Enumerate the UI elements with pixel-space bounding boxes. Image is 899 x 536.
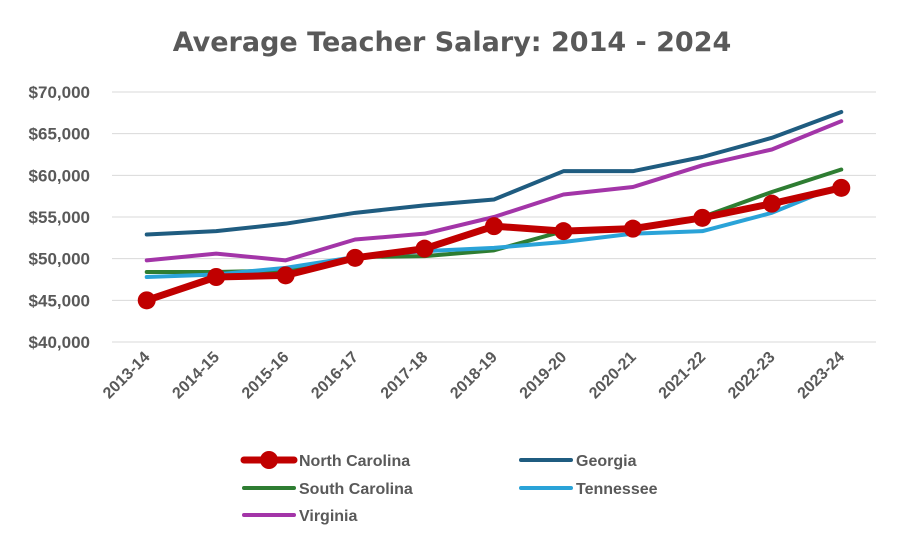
data-point-north-carolina (137, 291, 156, 310)
y-tick-label: $70,000 (29, 83, 90, 102)
legend-item-tennessee: Tennessee (519, 481, 658, 498)
y-tick-label: $50,000 (29, 250, 90, 269)
data-point-north-carolina (485, 217, 503, 236)
legend-item-north-carolina: North Carolina (240, 451, 410, 470)
x-tick-label: 2017-18 (378, 349, 432, 403)
y-tick-label: $55,000 (29, 208, 90, 227)
legend-label: Georgia (576, 453, 637, 470)
data-point-north-carolina (276, 266, 295, 285)
legend-item-georgia: Georgia (519, 453, 637, 470)
x-tick-label: 2020-21 (586, 349, 640, 403)
series-georgia (144, 110, 844, 237)
x-tick-label: 2016-17 (308, 349, 362, 403)
legend: North Carolina Georgia South Carolina Tenne… (240, 451, 658, 525)
data-point-north-carolina (693, 208, 712, 227)
legend-label: North Carolina (299, 453, 410, 470)
series-virginia (144, 119, 844, 263)
x-axis-ticks: 2013-14 2014-15 2015-16 2016-17 2017-18 2018-… (100, 349, 848, 403)
series-lines (137, 110, 851, 310)
legend-label: Tennessee (576, 481, 658, 498)
y-tick-label: $40,000 (29, 333, 90, 352)
data-point-north-carolina (415, 239, 434, 258)
legend-label: Virginia (299, 508, 357, 525)
y-axis-ticks: $40,000 $45,000 $50,000 $55,000 $60,000 $65,0… (29, 83, 90, 352)
x-tick-label: 2019-20 (517, 349, 571, 403)
x-tick-label: 2021-22 (656, 349, 710, 403)
legend-marker (260, 451, 278, 469)
x-tick-label: 2022-23 (725, 349, 779, 403)
x-tick-label: 2014-15 (169, 349, 223, 403)
y-tick-label: $45,000 (29, 291, 90, 310)
legend-label: South Carolina (299, 481, 413, 498)
series-north-carolina (137, 178, 851, 310)
gridlines (112, 91, 876, 343)
legend-item-virginia: Virginia (242, 508, 357, 525)
y-tick-label: $65,000 (29, 125, 90, 144)
y-tick-label: $60,000 (29, 166, 90, 185)
series-tennessee (144, 182, 844, 279)
data-point-north-carolina (207, 268, 226, 286)
x-tick-label: 2013-14 (100, 349, 154, 403)
chart-title: Average Teacher Salary: 2014 - 2024 (173, 27, 732, 58)
x-tick-label: 2018-19 (447, 349, 501, 403)
x-tick-label: 2023-24 (795, 349, 849, 403)
x-tick-label: 2015-16 (239, 349, 293, 403)
data-point-north-carolina (554, 222, 573, 241)
series-line-tennessee (144, 182, 844, 279)
data-point-north-carolina (832, 178, 851, 197)
data-point-north-carolina (346, 248, 365, 267)
series-line-georgia (144, 110, 844, 237)
legend-item-south-carolina: South Carolina (242, 481, 413, 498)
data-point-north-carolina (623, 219, 642, 238)
data-point-north-carolina (762, 194, 781, 213)
series-line-virginia (144, 119, 844, 263)
